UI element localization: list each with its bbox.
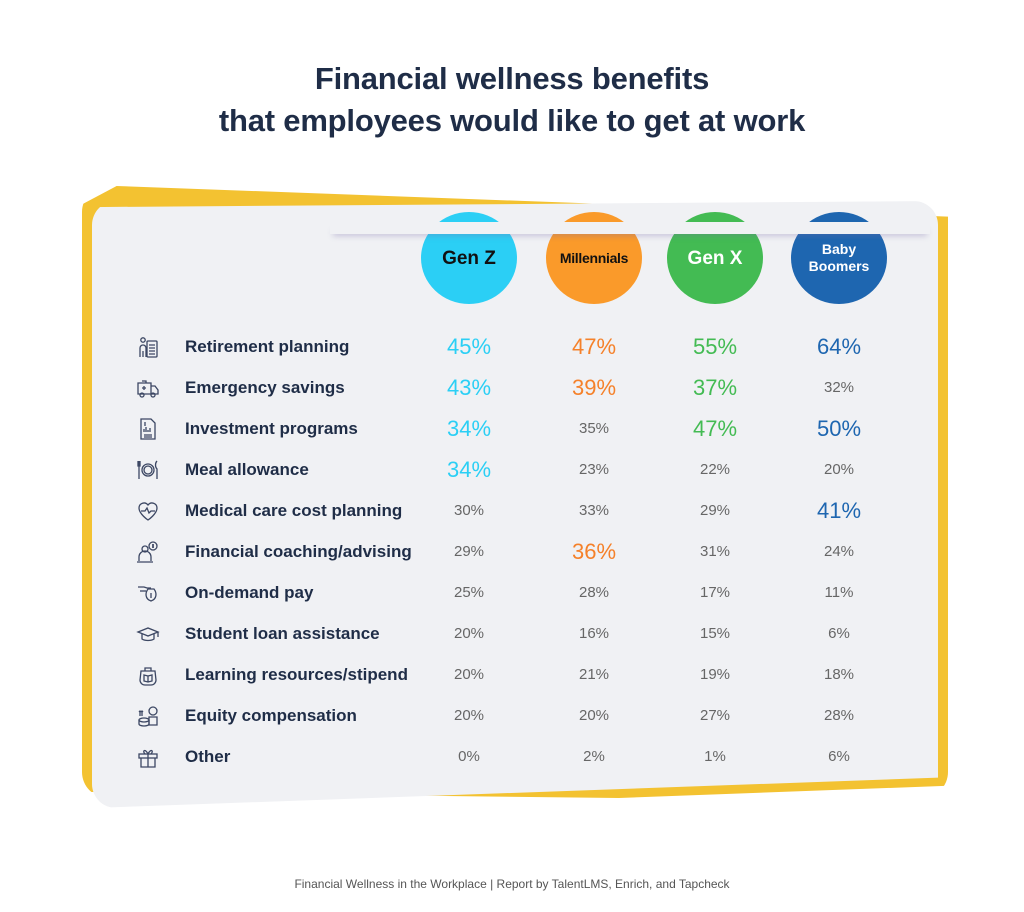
- value-cell-baby-boomers: 24%: [823, 543, 855, 560]
- source-footer: Financial Wellness in the Workplace | Re…: [294, 877, 730, 891]
- table-row: Learning resources/stipend 20% 21% 19% 18%: [130, 654, 910, 695]
- value-cell-baby-boomers: 6%: [828, 748, 850, 765]
- value-cell-millennials: 39%: [571, 374, 617, 400]
- value-cell-gen-x: 29%: [699, 502, 731, 519]
- benefit-label: Student loan assistance: [185, 623, 380, 643]
- table-row: Investment programs 34% 35% 47% 50%: [130, 408, 910, 449]
- value-cell-gen-z: 43%: [446, 374, 492, 400]
- graduation-cap-icon: [134, 620, 162, 648]
- value-cell-gen-z: 20%: [453, 707, 485, 724]
- value-cell-gen-z: 45%: [446, 333, 492, 359]
- value-cell-gen-x: 37%: [692, 374, 738, 400]
- plate-cutlery-icon: [134, 456, 162, 484]
- value-cell-gen-z: 34%: [446, 415, 492, 441]
- value-cell-millennials: 21%: [578, 666, 610, 683]
- benefit-label: Investment programs: [185, 418, 358, 438]
- value-cell-gen-z: 0%: [458, 748, 480, 765]
- value-cell-baby-boomers: 50%: [816, 415, 862, 441]
- table-row: Other 0% 2% 1% 6%: [130, 736, 910, 777]
- benefit-label: Other: [185, 746, 231, 766]
- value-cell-baby-boomers: 28%: [823, 707, 855, 724]
- table-card: [92, 201, 938, 808]
- benefit-label: Equity compensation: [185, 705, 357, 725]
- value-cell-gen-x: 31%: [699, 543, 731, 560]
- value-cell-millennials: 28%: [578, 584, 610, 601]
- table-row: Retirement planning 45% 47% 55% 64%: [130, 326, 910, 367]
- value-cell-millennials: 35%: [578, 420, 610, 437]
- table-row: Equity compensation 20% 20% 27% 28%: [130, 695, 910, 736]
- millennials-label: Millennials: [559, 249, 629, 266]
- value-cell-millennials: 2%: [583, 748, 605, 765]
- value-cell-millennials: 36%: [571, 538, 617, 564]
- value-cell-gen-x: 19%: [699, 666, 731, 683]
- value-cell-millennials: 47%: [571, 333, 617, 359]
- value-cell-gen-z: 34%: [446, 456, 492, 482]
- value-cell-gen-z: 20%: [453, 625, 485, 642]
- table-row: Student loan assistance 20% 16% 15% 6%: [130, 613, 910, 654]
- table-row: On-demand pay 25% 28% 17% 11%: [130, 572, 910, 613]
- value-cell-gen-x: 27%: [699, 707, 731, 724]
- value-cell-gen-x: 17%: [699, 584, 731, 601]
- value-cell-millennials: 20%: [578, 707, 610, 724]
- benefit-label: Meal allowance: [185, 459, 309, 479]
- value-cell-millennials: 16%: [578, 625, 610, 642]
- money-bag-hand-icon: [134, 579, 162, 607]
- header-band: [330, 222, 930, 234]
- value-cell-gen-z: 20%: [453, 666, 485, 683]
- benefit-label: Learning resources/stipend: [185, 664, 408, 684]
- value-cell-baby-boomers: 64%: [816, 333, 862, 359]
- gen-z-label: Gen Z: [442, 247, 496, 269]
- value-cell-gen-z: 25%: [453, 584, 485, 601]
- gen-x-label: Gen X: [687, 247, 743, 269]
- value-cell-gen-x: 55%: [692, 333, 738, 359]
- value-cell-gen-x: 1%: [704, 748, 726, 765]
- benefit-label: Retirement planning: [185, 336, 350, 356]
- table-row: Emergency savings 43% 39% 37% 32%: [130, 367, 910, 408]
- value-cell-millennials: 23%: [578, 461, 610, 478]
- value-cell-baby-boomers: 11%: [824, 584, 854, 601]
- purse-book-icon: [134, 661, 162, 689]
- benefit-label: Emergency savings: [185, 377, 345, 397]
- value-cell-millennials: 33%: [578, 502, 610, 519]
- baby-boomers-label-line2: Boomers: [808, 258, 870, 274]
- retirement-icon: [134, 333, 162, 361]
- value-cell-gen-x: 47%: [692, 415, 738, 441]
- ambulance-icon: [134, 374, 162, 402]
- table-row: Financial coaching/advising 29% 36% 31% 24%: [130, 531, 910, 572]
- investment-report-icon: [134, 415, 162, 443]
- benefit-label: Medical care cost planning: [185, 500, 403, 520]
- value-cell-baby-boomers: 32%: [823, 379, 855, 396]
- value-cell-gen-z: 30%: [453, 502, 485, 519]
- benefit-label: Financial coaching/advising: [185, 541, 412, 561]
- benefit-label: On-demand pay: [185, 582, 314, 602]
- page-title: Financial wellness benefits that employe…: [0, 58, 1024, 142]
- table-row: Meal allowance 34% 23% 22% 20%: [130, 449, 910, 490]
- value-cell-baby-boomers: 20%: [823, 461, 855, 478]
- gift-icon: [134, 743, 162, 771]
- value-cell-baby-boomers: 6%: [828, 625, 850, 642]
- heart-pulse-icon: [134, 497, 162, 525]
- value-cell-baby-boomers: 41%: [816, 497, 862, 523]
- title-line-1: Financial wellness benefits: [314, 61, 710, 96]
- value-cell-gen-x: 15%: [699, 625, 731, 642]
- value-cell-baby-boomers: 18%: [823, 666, 855, 683]
- advisor-icon: [134, 538, 162, 566]
- coins-growth-icon: [134, 702, 162, 730]
- value-cell-gen-z: 29%: [453, 543, 485, 560]
- value-cell-gen-x: 22%: [699, 461, 731, 478]
- table-row: Medical care cost planning 30% 33% 29% 41%: [130, 490, 910, 531]
- baby-boomers-label-line1: Baby: [821, 241, 857, 257]
- title-line-2: that employees would like to get at work: [218, 103, 806, 138]
